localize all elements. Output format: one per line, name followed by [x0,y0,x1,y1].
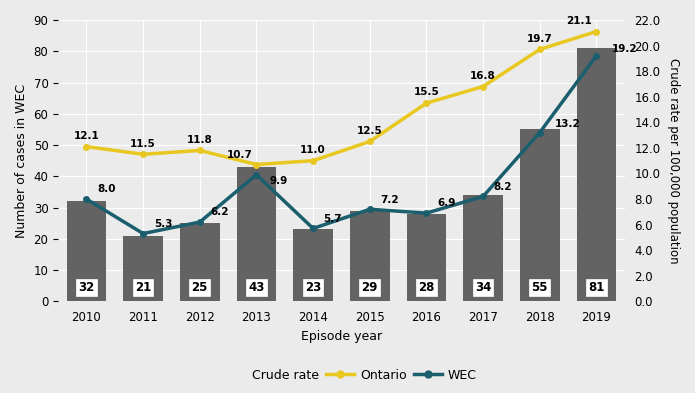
Y-axis label: Number of cases in WEC: Number of cases in WEC [15,84,28,238]
Legend: Crude rate, Ontario, WEC: Crude rate, Ontario, WEC [213,364,482,387]
Text: 28: 28 [418,281,434,294]
Bar [293,230,333,301]
Text: 11.5: 11.5 [130,138,156,149]
Text: 8.0: 8.0 [97,184,115,195]
Bar [236,167,277,301]
Text: 55: 55 [532,281,548,294]
Text: 21.1: 21.1 [566,16,592,26]
Bar [464,195,503,301]
Bar [180,223,220,301]
Bar [577,48,616,301]
Text: 81: 81 [588,281,605,294]
Text: 32: 32 [79,281,95,294]
Text: 43: 43 [248,281,265,294]
Text: 29: 29 [361,281,378,294]
Text: 11.0: 11.0 [300,145,326,155]
Text: 25: 25 [192,281,208,294]
Text: 10.7: 10.7 [227,150,252,160]
Text: 5.7: 5.7 [324,214,342,224]
Text: 6.9: 6.9 [437,198,455,208]
Text: 19.2: 19.2 [612,44,637,54]
X-axis label: Episode year: Episode year [301,330,382,343]
Text: 23: 23 [305,281,321,294]
Text: 12.1: 12.1 [74,131,99,141]
Text: 13.2: 13.2 [555,119,581,129]
Text: 21: 21 [135,281,152,294]
Bar [407,214,446,301]
Text: 11.8: 11.8 [187,135,213,145]
Text: 15.5: 15.5 [414,87,439,97]
Text: 12.5: 12.5 [357,126,383,136]
Text: 8.2: 8.2 [493,182,512,192]
Text: 16.8: 16.8 [471,71,496,81]
Text: 7.2: 7.2 [380,195,399,205]
Bar [123,236,163,301]
Y-axis label: Crude rate per 100,000 population: Crude rate per 100,000 population [667,58,680,263]
Text: 19.7: 19.7 [527,34,553,44]
Text: 5.3: 5.3 [154,219,172,229]
Bar [350,211,390,301]
Text: 6.2: 6.2 [211,208,229,217]
Text: 9.9: 9.9 [270,176,288,185]
Text: 34: 34 [475,281,491,294]
Bar [520,129,559,301]
Bar [67,201,106,301]
